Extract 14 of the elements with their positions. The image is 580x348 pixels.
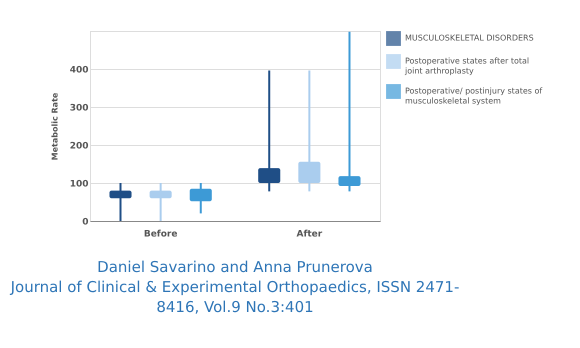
- y-tick-label: 400: [70, 66, 88, 76]
- y-tick-label: 0: [82, 218, 88, 228]
- x-tick-label: After: [296, 230, 323, 240]
- text: Daniel Savarino and Anna Prunerova: [97, 258, 373, 276]
- legend-label: Postoperative/ postinjury states of musculoskeletal system: [405, 86, 542, 106]
- legend-label: Postoperative states after total joint arthroplasty: [404, 56, 530, 76]
- legend-label: MUSCULOSKELETAL DISORDERS: [405, 34, 534, 42]
- y-axis-title: Metabolic Rate: [50, 92, 60, 160]
- y-tick-label: 200: [70, 142, 88, 152]
- y-tick-label: 100: [70, 180, 88, 190]
- y-tick-label: 300: [70, 104, 88, 114]
- x-tick-label: Before: [144, 230, 178, 240]
- text: 8416, Vol.9 No.3:401: [156, 298, 314, 316]
- text: Journal of Clinical & Experimental Orthopaedics, ISSN 2471-: [10, 278, 460, 296]
